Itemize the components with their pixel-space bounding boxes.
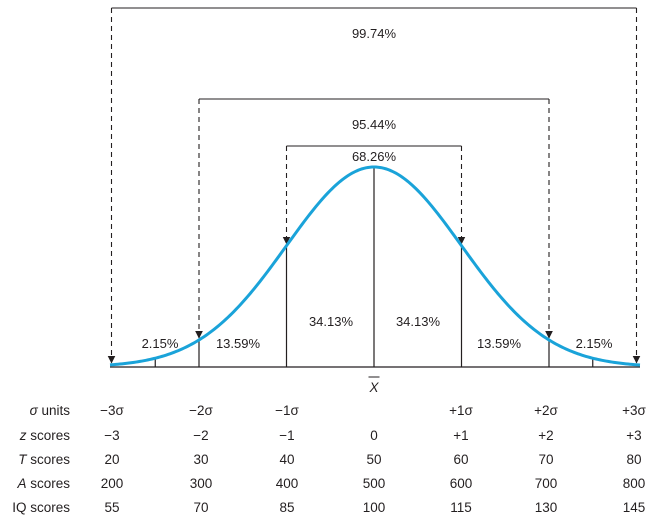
area-label: 13.59% [216, 336, 261, 351]
score-cell: 40 [279, 452, 294, 467]
score-cell: 50 [366, 452, 381, 467]
mean-label-text: X [368, 380, 379, 395]
row-label-prefix: A [16, 476, 26, 491]
row-label-text: scores [26, 476, 70, 491]
bracket-3: 68.26% [282, 145, 466, 245]
area-label: 2.15% [142, 336, 179, 351]
row-label-prefix: z [19, 428, 27, 443]
area-label: 34.13% [396, 314, 441, 329]
row-label: σ units [30, 403, 71, 418]
area-label: 2.15% [576, 336, 613, 351]
row-label-prefix: T [18, 452, 28, 467]
row-label-prefix: σ [30, 403, 39, 418]
score-cell: +2σ [534, 403, 558, 418]
score-cell: 0 [370, 428, 378, 443]
score-cell: 85 [279, 500, 294, 515]
score-cell: 70 [193, 500, 208, 515]
score-cell: 600 [450, 476, 473, 491]
percentage-brackets: 99.74% 95.44% 68.26% [107, 7, 641, 364]
score-row: z scores −3 −2 −1 0 +1 +2 +3 [19, 428, 642, 443]
score-cell: 200 [101, 476, 124, 491]
bracket-1: 99.74% [107, 7, 641, 364]
score-cell: 145 [623, 500, 646, 515]
bracket-label: 68.26% [352, 149, 397, 164]
score-cell: −3σ [100, 403, 124, 418]
area-percentages: 2.15% 13.59% 34.13% 34.13% 13.59% 2.15% [142, 314, 613, 351]
bracket-label: 95.44% [352, 117, 397, 132]
score-cell: +2 [538, 428, 553, 443]
score-cell: 70 [538, 452, 553, 467]
row-label-text: scores [26, 428, 70, 443]
bracket-label: 99.74% [352, 26, 397, 41]
bracket-2: 95.44% [195, 98, 553, 339]
score-cell: 80 [626, 452, 641, 467]
normal-curve [109, 165, 641, 367]
score-row: T scores 20 30 40 50 60 70 80 [18, 452, 641, 467]
score-cell: 30 [193, 452, 208, 467]
score-cell: 20 [104, 452, 119, 467]
score-cell: 60 [453, 452, 468, 467]
score-cell: +1σ [449, 403, 473, 418]
row-label-text: scores [26, 452, 70, 467]
area-label: 34.13% [309, 314, 354, 329]
score-cell: 100 [363, 500, 386, 515]
row-label: A scores [16, 476, 70, 491]
score-cell: 700 [535, 476, 558, 491]
row-label: IQ scores [12, 500, 70, 515]
score-cell: −2σ [189, 403, 213, 418]
score-cell: −1σ [275, 403, 299, 418]
score-cell: 55 [104, 500, 119, 515]
mean-label: X [368, 376, 380, 395]
area-label: 13.59% [477, 336, 522, 351]
row-label-text: units [38, 403, 71, 418]
score-cell: 300 [190, 476, 213, 491]
score-cell: −1 [279, 428, 294, 443]
score-cell: 800 [623, 476, 646, 491]
row-label: z scores [19, 428, 71, 443]
row-label-text: IQ scores [12, 500, 70, 515]
row-label: T scores [18, 452, 70, 467]
score-cell: −3 [104, 428, 119, 443]
score-cell: +1 [453, 428, 468, 443]
score-cell: 130 [535, 500, 558, 515]
score-cell: 400 [276, 476, 299, 491]
score-cell: −2 [193, 428, 208, 443]
score-cell: 115 [450, 500, 472, 515]
score-row: IQ scores 55 70 85 100 115 130 145 [12, 500, 645, 515]
score-cell: 500 [363, 476, 386, 491]
score-cell: +3 [626, 428, 641, 443]
score-table: σ units −3σ −2σ −1σ +1σ +2σ +3σz scores −3 −2 −1 0… [12, 403, 646, 515]
sd-vertical-lines [198, 167, 550, 367]
score-cell: +3σ [622, 403, 646, 418]
score-row: A scores 200 300 400 500 600 700 800 [16, 476, 645, 491]
score-row: σ units −3σ −2σ −1σ +1σ +2σ +3σ [30, 403, 647, 418]
